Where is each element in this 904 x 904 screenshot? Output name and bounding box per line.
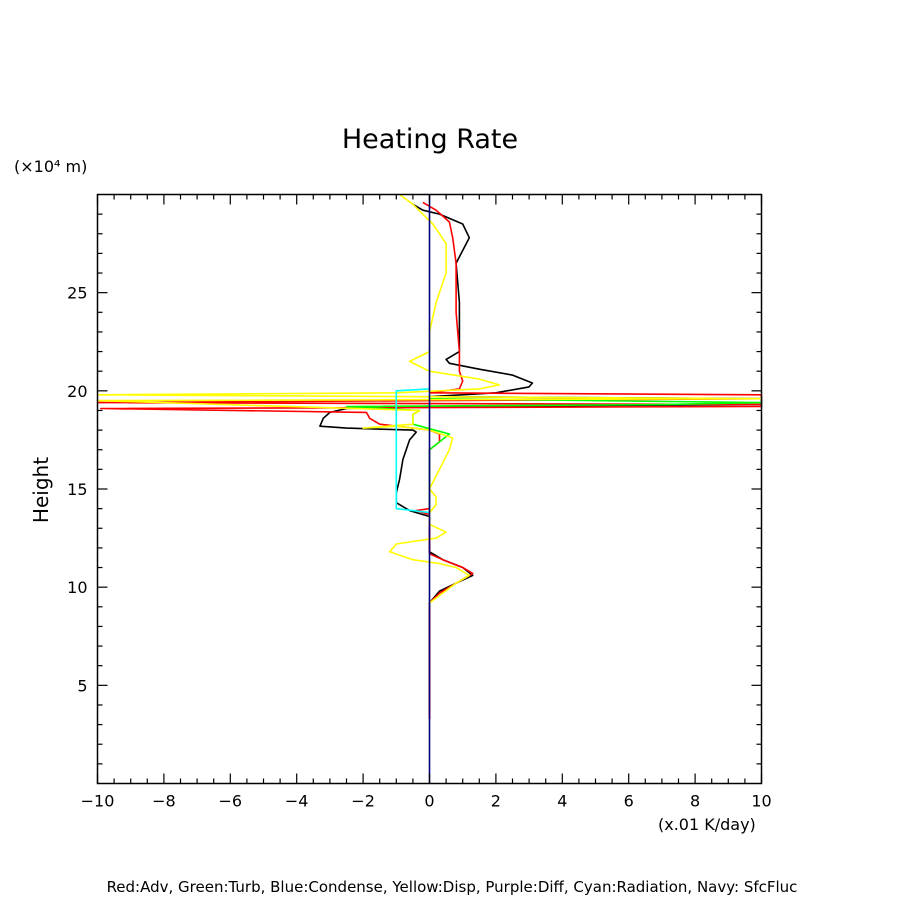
legend-text: Red:Adv, Green:Turb, Blue:Condense, Yell… (107, 878, 798, 896)
x-tick-label: 10 (751, 792, 771, 811)
y-tick-label: 15 (67, 480, 87, 499)
x-tick-label: −2 (351, 792, 375, 811)
ticks-layer (96, 194, 763, 784)
x-tick-label: 8 (690, 792, 700, 811)
chart-title: Heating Rate (342, 124, 518, 155)
y-tick-label: 5 (77, 676, 87, 695)
x-units-label: (x.01 K/day) (658, 815, 756, 834)
series-line-0 (319, 203, 763, 719)
x-tick-label: 2 (491, 792, 501, 811)
x-tick-label: −10 (81, 792, 115, 811)
series-layer (96, 193, 763, 784)
y-axis-label: Height (29, 457, 53, 523)
y-tick-label: 20 (67, 382, 87, 401)
x-tick-label: 4 (557, 792, 567, 811)
series-line-1 (96, 201, 763, 719)
series-line-2 (345, 394, 763, 513)
y-tick-label: 10 (67, 578, 87, 597)
x-tick-label: −4 (285, 792, 309, 811)
plot-frame (96, 193, 763, 785)
x-tick-label: −8 (152, 792, 176, 811)
y-tick-label: 25 (67, 284, 87, 303)
y-units-label: (×10⁴ m) (14, 157, 87, 176)
x-tick-label: 6 (624, 792, 634, 811)
tick-labels-layer: −10 −8 −6 −4 −2 0 2 4 6 8 10 5 10 15 20 25 (67, 284, 772, 811)
x-tick-label: 0 (424, 792, 434, 811)
series-line-4 (395, 388, 430, 514)
x-tick-label: −6 (219, 792, 243, 811)
